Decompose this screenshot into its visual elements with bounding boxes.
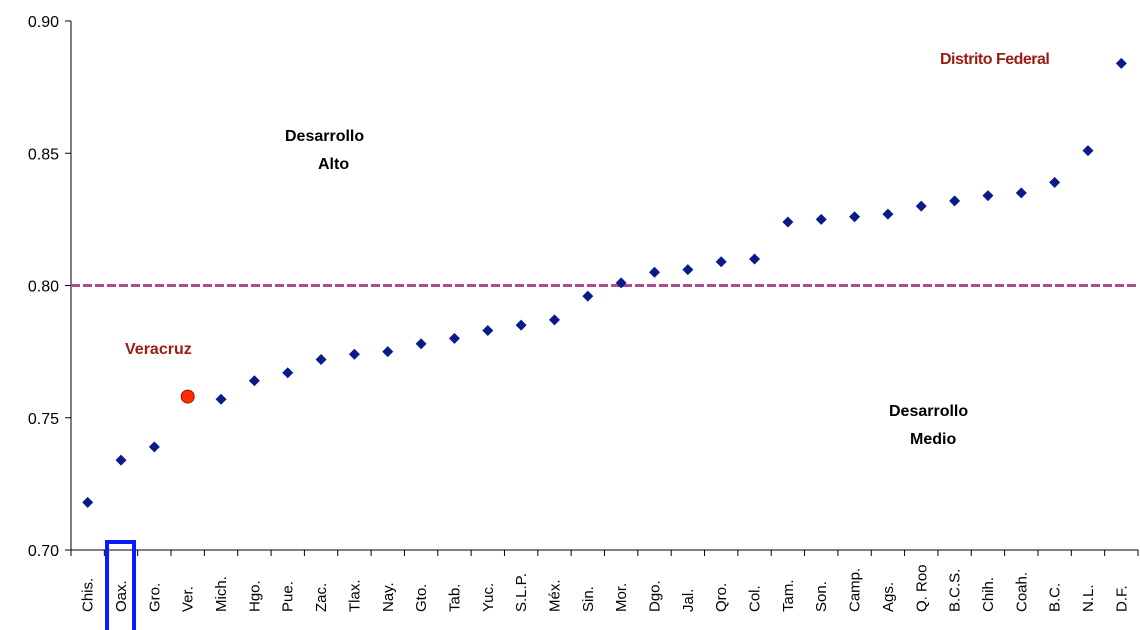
data-points [82, 57, 1127, 508]
x-tick-label: Camp. [847, 568, 864, 612]
x-tick-label: Méx. [546, 579, 563, 612]
annotation-distrito-federal: Distrito Federal [940, 51, 1049, 68]
x-tick-label: Coah. [1013, 572, 1030, 612]
data-point [649, 266, 661, 278]
annotation-medium-line1: Desarrollo [889, 403, 968, 420]
x-tick-label: Tab. [446, 584, 463, 612]
x-tick-label: Tlax. [346, 579, 363, 612]
x-tick-label: B.C.S. [947, 569, 964, 612]
data-point [949, 195, 961, 207]
data-point [115, 454, 127, 466]
x-tick-label: D.F. [1113, 585, 1130, 612]
x-tick-label: Tam. [780, 579, 797, 612]
data-point [1049, 176, 1061, 188]
x-tick-label: Dgo. [647, 580, 664, 612]
x-tick-label: B.C. [1047, 583, 1064, 612]
annotation-medium-line2: Medio [910, 431, 956, 448]
x-tick-label: Pue. [280, 581, 297, 612]
x-tick-label: Ags. [880, 582, 897, 612]
annotation-high-line2: Alto [318, 156, 349, 173]
x-tick-label: Hgo. [246, 580, 263, 612]
data-point [315, 354, 327, 366]
y-tick-label: 0.85 [28, 146, 59, 163]
data-point [815, 213, 827, 225]
x-tick-label: Q. Roo [913, 564, 930, 612]
x-tick-label: Chih. [980, 577, 997, 612]
data-point [448, 332, 460, 344]
y-tick-label: 0.80 [28, 279, 59, 296]
data-point [382, 346, 394, 358]
data-point [582, 290, 594, 302]
x-tick-label: S.L.P. [513, 573, 530, 612]
data-point [348, 348, 360, 360]
x-tick-label: Mor. [613, 583, 630, 612]
data-point [148, 441, 160, 453]
data-point [749, 253, 761, 265]
annotation-veracruz: Veracruz [125, 341, 192, 358]
data-point [215, 393, 227, 405]
data-point [1082, 145, 1094, 157]
y-tick-label: 0.90 [28, 14, 59, 31]
data-point [515, 319, 527, 331]
data-point [415, 338, 427, 350]
x-tick-label: Ver. [180, 586, 197, 612]
x-tick-label: Nay. [380, 582, 397, 612]
data-point [282, 367, 294, 379]
data-point [715, 256, 727, 268]
data-point [248, 375, 260, 387]
data-point [682, 264, 694, 276]
data-point [482, 324, 494, 336]
x-tick-label: Gro. [146, 583, 163, 612]
x-tick-label: Gto. [413, 584, 430, 612]
data-point [548, 314, 560, 326]
x-tick-label: Chis. [80, 578, 97, 612]
y-tick-label: 0.75 [28, 411, 59, 428]
x-ticks: Chis. Oax. Gro. Ver. Mich. Hgo. Pue. Zac. Tlax. N… [70, 550, 1139, 612]
x-tick-label: Yuc. [480, 583, 497, 612]
x-tick-label: Jal. [680, 589, 697, 612]
data-point-highlight [180, 389, 195, 404]
x-tick-label: Col. [747, 585, 764, 612]
data-point [982, 190, 994, 202]
y-ticks: 0.70 0.75 0.80 0.85 0.90 [28, 14, 71, 560]
x-tick-label: Zac. [313, 583, 330, 612]
y-tick-label: 0.70 [28, 543, 59, 560]
x-tick-label: Sin. [580, 586, 597, 612]
data-point [849, 211, 861, 223]
x-tick-label: Son. [813, 581, 830, 612]
x-tick-label: Oax. [113, 580, 130, 612]
data-point [915, 200, 927, 212]
x-tick-label: Mich. [213, 576, 230, 612]
data-point [882, 208, 894, 220]
x-tick-label: Qro. [713, 583, 730, 612]
data-point [782, 216, 794, 228]
x-tick-label: N.L. [1080, 584, 1097, 612]
data-point [615, 277, 627, 289]
highlight-box [105, 540, 137, 630]
data-point [1115, 57, 1127, 69]
data-point [1015, 187, 1027, 199]
annotation-high-line1: Desarrollo [285, 128, 364, 145]
data-point [82, 496, 94, 508]
